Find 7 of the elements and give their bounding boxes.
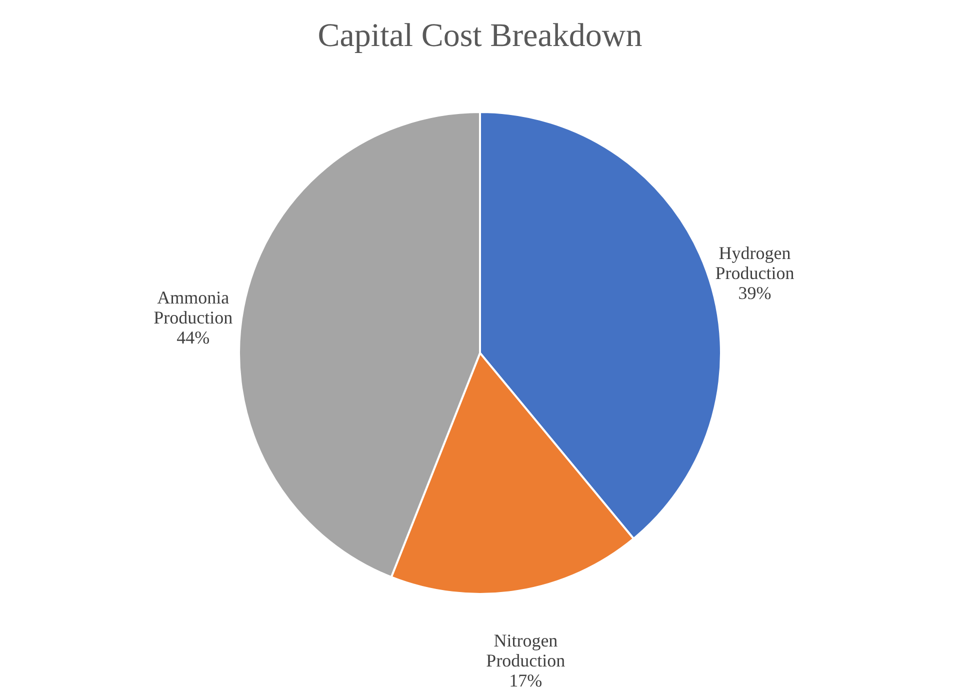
- slice-label: Ammonia Production: [154, 287, 233, 328]
- data-label: 39%: [738, 283, 772, 304]
- data-label: 44%: [176, 327, 210, 348]
- slice-label: Nitrogen Production: [486, 630, 566, 670]
- data-label: 17%: [509, 670, 542, 690]
- chart-title: Capital Cost Breakdown: [318, 18, 642, 54]
- slice-label: Hydrogen Production: [715, 243, 794, 284]
